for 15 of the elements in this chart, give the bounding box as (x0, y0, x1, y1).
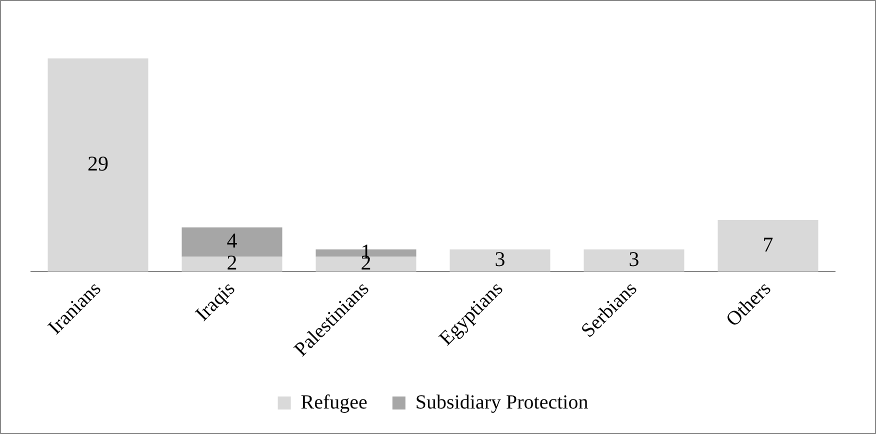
data-label: 2 (226, 250, 238, 275)
data-label: 3 (494, 246, 506, 271)
bar (450, 249, 550, 272)
data-label: 3 (628, 246, 640, 271)
bar (182, 256, 282, 272)
bar (718, 220, 818, 272)
bar (182, 227, 282, 257)
data-label: 29 (88, 151, 108, 176)
bar (316, 256, 416, 272)
legend-label: Refugee (300, 391, 368, 414)
bar (584, 249, 684, 272)
bar (48, 58, 148, 272)
data-label: 4 (226, 228, 238, 253)
legend-label: Subsidiary Protection (415, 391, 588, 414)
data-label: 7 (762, 232, 774, 256)
